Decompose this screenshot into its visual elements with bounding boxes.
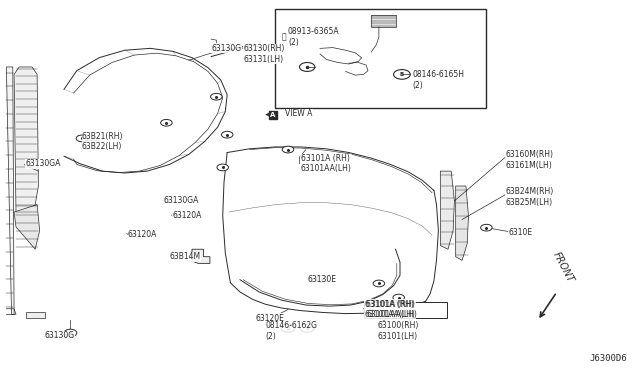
Circle shape bbox=[221, 131, 233, 138]
Text: B: B bbox=[400, 72, 404, 77]
Text: 63B21(RH)
63B22(LH): 63B21(RH) 63B22(LH) bbox=[82, 132, 124, 151]
Text: 63101A (RH)
63101AA(LH): 63101A (RH) 63101AA(LH) bbox=[365, 300, 415, 319]
Text: Ⓝ: Ⓝ bbox=[281, 33, 286, 42]
Polygon shape bbox=[14, 67, 38, 218]
Circle shape bbox=[211, 93, 222, 100]
Text: B: B bbox=[305, 326, 309, 331]
Circle shape bbox=[281, 324, 295, 332]
Text: B: B bbox=[286, 326, 290, 331]
Circle shape bbox=[394, 70, 410, 79]
Circle shape bbox=[300, 324, 314, 332]
Text: 63101A (RH)
63101AA(LH): 63101A (RH) 63101AA(LH) bbox=[301, 154, 351, 173]
Circle shape bbox=[373, 280, 385, 287]
Text: J6300D6: J6300D6 bbox=[589, 354, 627, 363]
Text: 08913-6365A
(2): 08913-6365A (2) bbox=[288, 28, 340, 47]
Text: VIEW A: VIEW A bbox=[285, 109, 312, 118]
Text: A: A bbox=[270, 112, 275, 118]
Polygon shape bbox=[456, 186, 468, 260]
Circle shape bbox=[76, 135, 88, 142]
Circle shape bbox=[316, 276, 328, 282]
Polygon shape bbox=[440, 171, 454, 249]
Text: 63130(RH)
63131(LH): 63130(RH) 63131(LH) bbox=[243, 44, 285, 64]
Polygon shape bbox=[14, 205, 40, 249]
Circle shape bbox=[300, 62, 315, 71]
Polygon shape bbox=[371, 15, 396, 27]
Text: 63120E: 63120E bbox=[256, 314, 285, 323]
Polygon shape bbox=[6, 67, 14, 314]
Bar bbox=[364, 302, 447, 318]
Text: 63B14M: 63B14M bbox=[170, 252, 201, 261]
Circle shape bbox=[64, 329, 77, 337]
Text: 63101A (RH)
63101AA(LH): 63101A (RH) 63101AA(LH) bbox=[366, 300, 417, 319]
Text: 63130GA: 63130GA bbox=[163, 196, 198, 205]
Circle shape bbox=[282, 146, 294, 153]
Text: 08146-6162G
(2): 08146-6162G (2) bbox=[266, 321, 317, 341]
Text: 08146-6165H
(2): 08146-6165H (2) bbox=[413, 70, 465, 90]
Text: 63130G: 63130G bbox=[211, 44, 241, 53]
Text: 63120A: 63120A bbox=[128, 230, 157, 239]
Circle shape bbox=[393, 294, 404, 301]
Circle shape bbox=[217, 164, 228, 171]
Circle shape bbox=[481, 224, 492, 231]
Text: 6310E: 6310E bbox=[509, 228, 533, 237]
Text: 63120A: 63120A bbox=[173, 211, 202, 220]
Text: 63B24M(RH)
63B25M(LH): 63B24M(RH) 63B25M(LH) bbox=[506, 187, 554, 207]
Text: 63130G: 63130G bbox=[45, 331, 75, 340]
Text: 63130GA: 63130GA bbox=[26, 159, 61, 168]
Text: FRONT: FRONT bbox=[551, 250, 575, 285]
Circle shape bbox=[161, 119, 172, 126]
Text: 63130E: 63130E bbox=[307, 275, 336, 284]
Text: 63160M(RH)
63161M(LH): 63160M(RH) 63161M(LH) bbox=[506, 150, 554, 170]
Bar bbox=[275, 9, 486, 108]
Polygon shape bbox=[192, 249, 210, 263]
Polygon shape bbox=[26, 312, 45, 318]
Text: 63100(RH)
63101(LH): 63100(RH) 63101(LH) bbox=[378, 321, 419, 341]
